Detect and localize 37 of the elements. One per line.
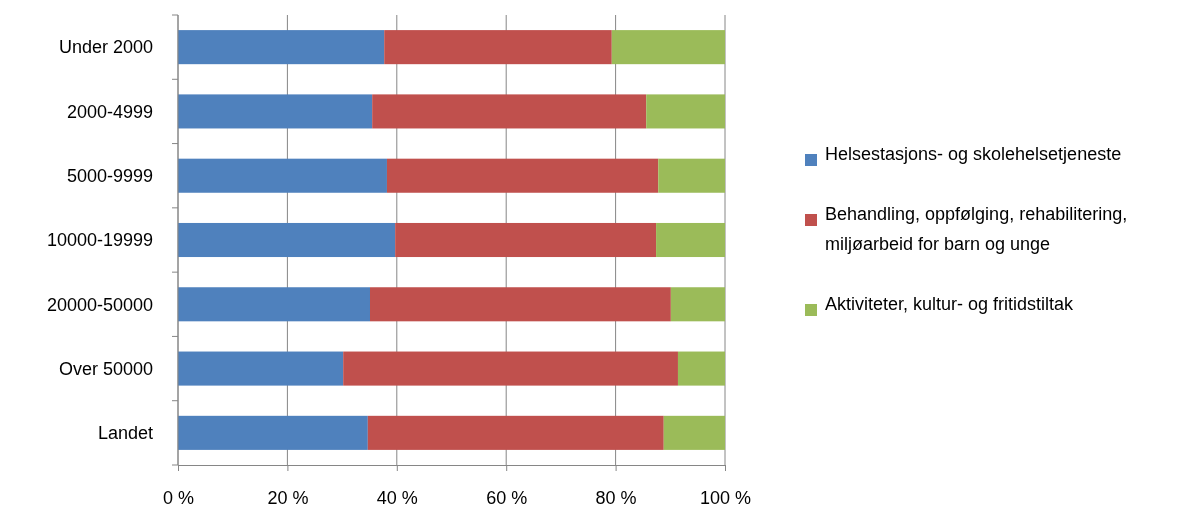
legend-label: Aktiviteter, kultur- og fritidstiltak <box>825 294 1075 314</box>
x-tick-label: 80 % <box>595 487 637 508</box>
x-tick-label: 40 % <box>376 487 418 508</box>
bar <box>646 94 725 129</box>
bar <box>367 415 664 450</box>
bar <box>370 287 671 322</box>
bar <box>395 222 657 258</box>
bar <box>670 287 725 322</box>
x-tick-label: 60 % <box>486 487 528 508</box>
bar <box>178 351 344 386</box>
y-tick-label: 10000-19999 <box>46 230 153 251</box>
bar <box>178 94 373 129</box>
y-tick-label: Under 2000 <box>58 37 153 58</box>
y-tick-label: 5000-9999 <box>66 166 153 187</box>
bar <box>178 222 396 258</box>
legend-label: Helsestasjons- og skolehelsetjeneste <box>825 144 1122 164</box>
bar <box>178 415 368 450</box>
y-tick-label: Landet <box>97 423 153 444</box>
bar <box>386 158 659 193</box>
legend-label: Behandling, oppfølging, rehabilitering, miljøarbeid for barn og unge <box>825 204 1128 254</box>
bar <box>178 287 370 322</box>
bar <box>178 30 385 65</box>
bar <box>658 158 725 193</box>
bar <box>178 158 387 193</box>
bar <box>343 351 678 386</box>
bar <box>656 222 725 258</box>
bar <box>677 351 725 386</box>
y-tick-label: Over 50000 <box>58 358 153 379</box>
x-tick-label: 100 % <box>699 487 752 508</box>
bar <box>384 30 612 65</box>
bar <box>372 94 647 129</box>
x-tick-label: 20 % <box>267 487 309 508</box>
bar <box>663 415 725 450</box>
bar <box>611 30 725 65</box>
y-tick-label: 20000-50000 <box>46 294 153 315</box>
x-tick-label: 0 % <box>162 487 195 508</box>
y-tick-label: 2000-4999 <box>66 101 153 122</box>
